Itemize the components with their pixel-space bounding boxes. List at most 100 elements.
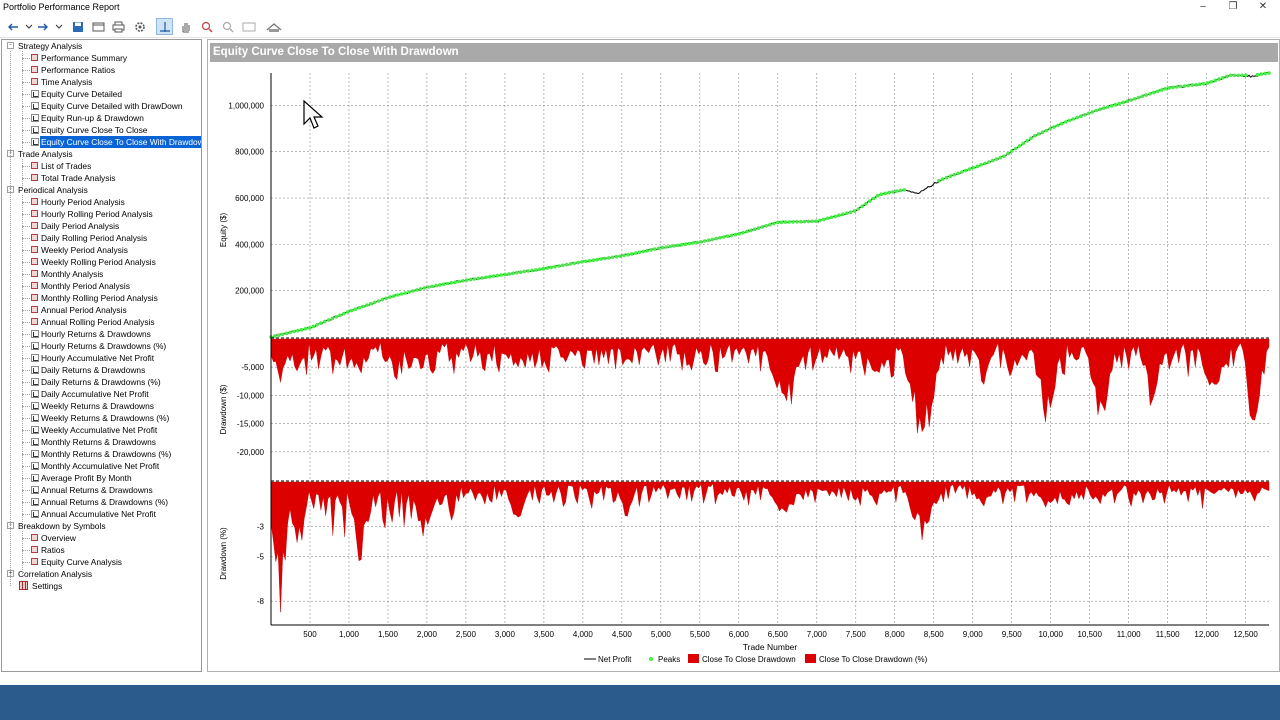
tree-item-overview[interactable]: Overview	[2, 532, 201, 544]
peak-point	[522, 269, 527, 274]
tree-item-list-of-trades[interactable]: List of Trades	[2, 160, 201, 172]
tree-item-monthly-accumulative-net-profit[interactable]: Monthly Accumulative Net Profit	[2, 460, 201, 472]
crosshair-icon[interactable]	[156, 18, 173, 35]
tree-item-monthly-returns-drawdowns[interactable]: Monthly Returns & Drawdowns	[2, 436, 201, 448]
open-icon[interactable]	[90, 18, 107, 35]
tree-item-correlation-analysis[interactable]: + Correlation Analysis	[2, 568, 201, 580]
tree-item-annual-accumulative-net-profit[interactable]: Annual Accumulative Net Profit	[2, 508, 201, 520]
tree-item-weekly-returns-drawdowns[interactable]: Weekly Returns & Drawdowns	[2, 400, 201, 412]
chart-report-icon	[31, 402, 39, 410]
tree-item-strategy-analysis[interactable]: - Strategy Analysis	[2, 40, 201, 52]
tree-item-monthly-returns-drawdowns[interactable]: Monthly Returns & Drawdowns (%)	[2, 448, 201, 460]
back-icon[interactable]	[4, 18, 21, 35]
peak-point	[1213, 78, 1218, 83]
maximize-button[interactable]: ❐	[1228, 1, 1238, 12]
tree-item-performance-ratios[interactable]: Performance Ratios	[2, 64, 201, 76]
tree-connector	[22, 370, 30, 371]
tree-item-equity-run-up-drawdown[interactable]: Equity Run-up & Drawdown	[2, 112, 201, 124]
y-tick-label: -10,000	[237, 391, 265, 400]
table-report-icon	[31, 162, 38, 169]
tree-item-daily-rolling-period-analysis[interactable]: Daily Rolling Period Analysis	[2, 232, 201, 244]
peak-point	[733, 232, 738, 237]
tree-item-annual-returns-drawdowns[interactable]: Annual Returns & Drawdowns	[2, 484, 201, 496]
x-tick-label: 3,000	[495, 630, 516, 639]
tree-item-hourly-returns-drawdowns[interactable]: Hourly Returns & Drawdowns	[2, 328, 201, 340]
peak-point	[837, 213, 841, 217]
tree-item-weekly-period-analysis[interactable]: Weekly Period Analysis	[2, 244, 201, 256]
collapse-icon[interactable]: -	[7, 42, 14, 49]
peak-point	[1113, 102, 1118, 107]
tree-item-annual-returns-drawdowns[interactable]: Annual Returns & Drawdowns (%)	[2, 496, 201, 508]
print-icon[interactable]	[110, 18, 127, 35]
tree-connector	[22, 166, 30, 167]
gear-icon[interactable]	[131, 18, 148, 35]
tree-item-daily-returns-drawdowns[interactable]: Daily Returns & Drawdowns	[2, 364, 201, 376]
peak-point	[722, 235, 726, 239]
tree-item-weekly-returns-drawdowns[interactable]: Weekly Returns & Drawdowns (%)	[2, 412, 201, 424]
tree-item-daily-period-analysis[interactable]: Daily Period Analysis	[2, 220, 201, 232]
peak-point	[1013, 146, 1018, 151]
hand-icon[interactable]	[177, 18, 194, 35]
peak-point	[887, 190, 891, 195]
tree-item-hourly-accumulative-net-profit[interactable]: Hourly Accumulative Net Profit	[2, 352, 201, 364]
tree-item-performance-summary[interactable]: Performance Summary	[2, 52, 201, 64]
zoom-in-icon[interactable]	[198, 18, 215, 35]
equity-chart[interactable]: 200,000 400,000 600,000 800,000 1,000,000 -5,…	[208, 64, 1279, 672]
tree-item-equity-curve-analysis[interactable]: Equity Curve Analysis	[2, 556, 201, 568]
x-tick-label: 11,500	[1156, 630, 1180, 639]
tree-item-trade-analysis[interactable]: - Trade Analysis	[2, 148, 201, 160]
tree-item-breakdown-by-symbols[interactable]: - Breakdown by Symbols	[2, 520, 201, 532]
peak-point	[315, 323, 319, 327]
tree-item-ratios[interactable]: Ratios	[2, 544, 201, 556]
peak-point	[848, 210, 853, 214]
peak-point	[1129, 98, 1133, 102]
peak-point	[369, 301, 373, 306]
forward-icon[interactable]	[34, 18, 51, 35]
peak-point	[1155, 89, 1160, 94]
chart-report-icon	[31, 486, 39, 494]
toolbar	[0, 16, 1280, 38]
tree-item-average-profit-by-month[interactable]: Average Profit By Month	[2, 472, 201, 484]
save-icon[interactable]	[69, 18, 86, 35]
export-icon[interactable]	[265, 18, 282, 35]
tree-connector	[22, 178, 30, 179]
tree-item-weekly-rolling-period-analysis[interactable]: Weekly Rolling Period Analysis	[2, 256, 201, 268]
tree-item-weekly-accumulative-net-profit[interactable]: Weekly Accumulative Net Profit	[2, 424, 201, 436]
tree-guide	[22, 51, 23, 154]
tree-item-label: Hourly Accumulative Net Profit	[41, 353, 155, 363]
tree-item-equity-curve-detailed-with-drawdown[interactable]: Equity Curve Detailed with DrawDown	[2, 100, 201, 112]
tree-item-label: Equity Curve Analysis	[41, 557, 122, 567]
tree-item-label: Annual Returns & Drawdowns	[41, 485, 153, 495]
dropdown-icon[interactable]	[50, 18, 67, 35]
tree-item-monthly-analysis[interactable]: Monthly Analysis	[2, 268, 201, 280]
tree-item-daily-returns-drawdowns[interactable]: Daily Returns & Drawdowns (%)	[2, 376, 201, 388]
tree-item-time-analysis[interactable]: Time Analysis	[2, 76, 201, 88]
tree-item-equity-curve-close-to-close[interactable]: Equity Curve Close To Close	[2, 124, 201, 136]
tree-item-equity-curve-detailed[interactable]: Equity Curve Detailed	[2, 88, 201, 100]
peak-point	[503, 272, 507, 277]
peak-point	[1175, 85, 1179, 89]
close-button[interactable]: ✕	[1258, 1, 1268, 12]
tree-item-periodical-analysis[interactable]: - Periodical Analysis	[2, 184, 201, 196]
dropdown-icon[interactable]	[20, 18, 37, 35]
tree-item-monthly-rolling-period-analysis[interactable]: Monthly Rolling Period Analysis	[2, 292, 201, 304]
peak-point	[798, 219, 803, 224]
tree-item-hourly-period-analysis[interactable]: Hourly Period Analysis	[2, 196, 201, 208]
tree-item-hourly-rolling-period-analysis[interactable]: Hourly Rolling Period Analysis	[2, 208, 201, 220]
tree-connector	[22, 106, 30, 107]
tree-item-monthly-period-analysis[interactable]: Monthly Period Analysis	[2, 280, 201, 292]
tree-item-annual-period-analysis[interactable]: Annual Period Analysis	[2, 304, 201, 316]
tree-item-equity-curve-close-to-close-with-drawdown[interactable]: Equity Curve Close To Close With Drawdow…	[2, 136, 201, 148]
minimize-button[interactable]: –	[1200, 1, 1206, 12]
tree-connector	[22, 358, 30, 359]
tree-item-total-trade-analysis[interactable]: Total Trade Analysis	[2, 172, 201, 184]
zoom-fit-icon[interactable]	[240, 18, 257, 35]
tree-item-daily-accumulative-net-profit[interactable]: Daily Accumulative Net Profit	[2, 388, 201, 400]
peak-point	[1036, 132, 1041, 136]
tree-item-hourly-returns-drawdowns[interactable]: Hourly Returns & Drawdowns (%)	[2, 340, 201, 352]
zoom-out-icon[interactable]	[219, 18, 236, 35]
tree-connector	[22, 406, 30, 407]
tree-item-annual-rolling-period-analysis[interactable]: Annual Rolling Period Analysis	[2, 316, 201, 328]
peak-point	[514, 270, 519, 275]
tree-item-settings[interactable]: Settings	[2, 580, 201, 592]
